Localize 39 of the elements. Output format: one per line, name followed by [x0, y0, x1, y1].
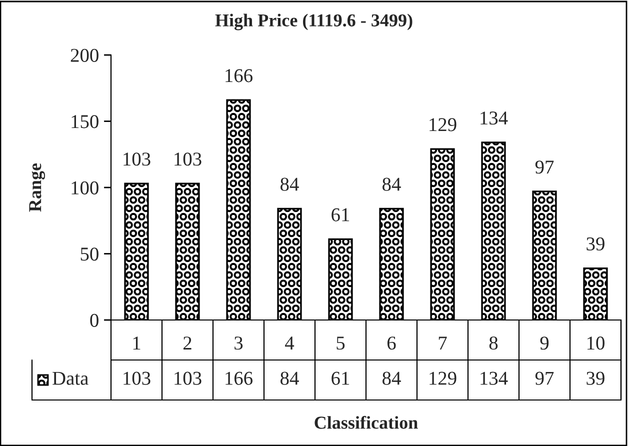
- text: 84: [382, 372, 401, 385]
- y-tick-label: 50: [80, 248, 98, 261]
- y-tick-label: 150: [72, 115, 98, 128]
- x-tick-label: 3: [234, 336, 243, 350]
- text: 97: [535, 372, 554, 385]
- y-tick-label: 100: [72, 181, 98, 194]
- text: 103: [124, 372, 150, 385]
- y-tick-label: 0: [90, 314, 98, 327]
- x-tick-label: 9: [540, 336, 549, 350]
- y-axis-title: Range: [29, 163, 46, 212]
- x-tick-label: 8: [489, 336, 498, 350]
- y-tick-label: 200: [70, 48, 98, 62]
- x-tick-label: 7: [438, 336, 447, 350]
- data-label: 39: [586, 237, 604, 250]
- text: 39: [586, 372, 604, 385]
- x-tick-label: 6: [387, 336, 396, 350]
- data-label: 103: [174, 152, 202, 166]
- x-tick-label: 5: [336, 336, 345, 350]
- data-label: 103: [124, 152, 150, 166]
- x-axis-title: Classification: [314, 416, 418, 429]
- data-label: 84: [382, 178, 401, 191]
- chart-title: High Price (1119.6 - 3499): [215, 14, 412, 30]
- data-label: 61: [332, 208, 350, 222]
- text: 84: [280, 372, 299, 385]
- text: 134: [480, 372, 508, 385]
- text: 61: [332, 372, 350, 385]
- text: 103: [174, 372, 202, 385]
- x-tick-label: 10: [587, 336, 604, 350]
- x-tick-label: 2: [183, 336, 192, 350]
- data-label: 166: [226, 69, 253, 82]
- text: 129: [430, 372, 456, 385]
- data-label: 134: [480, 112, 508, 125]
- x-tick-label: 1: [133, 336, 140, 350]
- legend-label: Data: [52, 372, 88, 385]
- data-label: 84: [280, 178, 299, 191]
- x-tick-label: 4: [285, 336, 294, 350]
- data-label: 97: [535, 160, 554, 174]
- text: 166: [226, 372, 253, 385]
- data-label: 129: [430, 118, 456, 132]
